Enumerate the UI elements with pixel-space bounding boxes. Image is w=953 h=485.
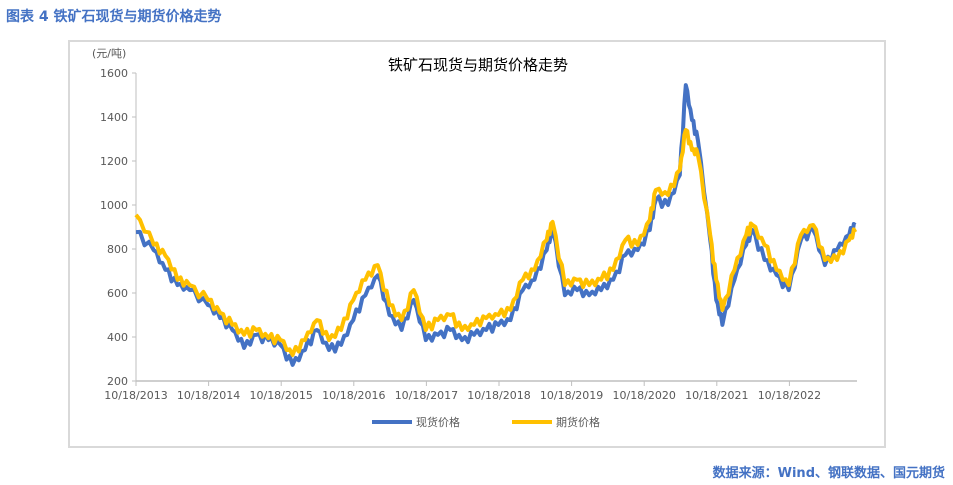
legend-label: 现货价格	[416, 415, 460, 429]
x-tick-label: 10/18/2013	[104, 389, 167, 402]
y-tick-label: 1000	[100, 199, 128, 212]
x-tick-label: 10/18/2014	[177, 389, 240, 402]
legend-label: 期货价格	[556, 415, 600, 429]
x-tick-label: 10/18/2016	[322, 389, 385, 402]
x-tick-label: 10/18/2020	[612, 389, 675, 402]
data-source: 数据来源：Wind、钢联数据、国元期货	[712, 466, 945, 481]
chart-frame	[68, 40, 886, 448]
y-tick-label: 800	[107, 243, 128, 256]
series-line-futures	[134, 128, 858, 357]
x-tick-label: 10/18/2017	[395, 389, 458, 402]
x-tick-label: 10/18/2015	[249, 389, 312, 402]
series-line-spot	[135, 83, 857, 367]
y-tick-label: 1400	[100, 111, 128, 124]
x-tick-label: 10/18/2022	[758, 389, 821, 402]
y-axis-unit: (元/吨)	[92, 47, 126, 60]
y-tick-label: 200	[107, 375, 128, 388]
y-tick-label: 400	[107, 331, 128, 344]
chart-title: 铁矿石现货与期货价格走势	[388, 56, 568, 74]
y-tick-label: 1200	[100, 155, 128, 168]
x-tick-label: 10/18/2018	[467, 389, 530, 402]
y-tick-label: 600	[107, 287, 128, 300]
x-tick-label: 10/18/2021	[685, 389, 748, 402]
x-tick-label: 10/18/2019	[540, 389, 603, 402]
y-tick-label: 1600	[100, 67, 128, 80]
figure-label: 图表 4 铁矿石现货与期货价格走势	[6, 9, 222, 25]
